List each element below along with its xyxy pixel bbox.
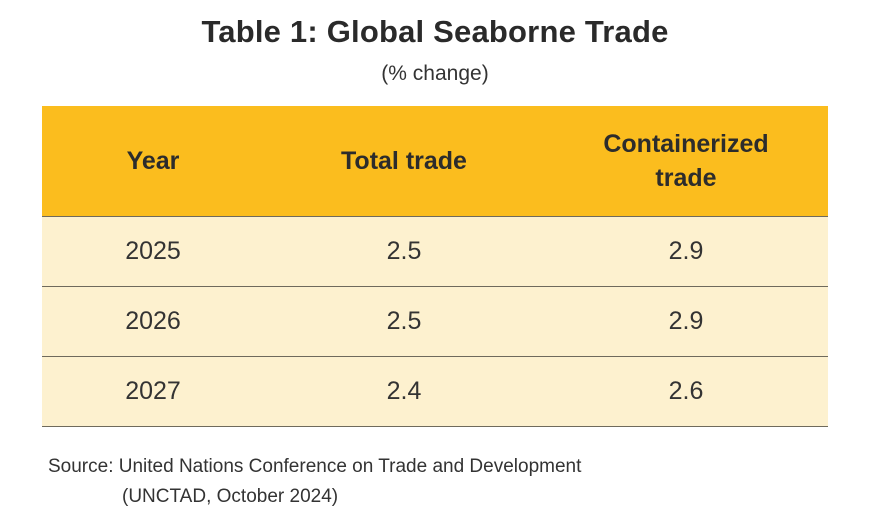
cell-total-trade: 2.5: [264, 285, 544, 356]
header-row: Year Total trade Containerized trade: [42, 106, 828, 216]
column-header-containerized-trade-label: Containerized trade: [603, 129, 769, 192]
cell-containerized-trade: 2.9: [544, 215, 828, 286]
cell-containerized-trade: 2.6: [544, 355, 828, 427]
source-line-2: (UNCTAD, October 2024): [122, 486, 339, 507]
cell-containerized-trade: 2.9: [544, 285, 828, 356]
table-row: 2025 2.5 2.9: [42, 215, 828, 286]
cell-total-trade: 2.5: [264, 215, 544, 286]
source-note: Source: United Nations Conference on Tra…: [48, 452, 581, 512]
cell-year: 2027: [42, 355, 264, 427]
source-line-1: Source: United Nations Conference on Tra…: [48, 456, 582, 477]
table-row: 2027 2.4 2.6: [42, 355, 828, 427]
cell-total-trade: 2.4: [264, 355, 544, 427]
cell-year: 2025: [42, 215, 264, 286]
column-header-containerized-trade: Containerized trade: [544, 106, 828, 216]
cell-year: 2026: [42, 285, 264, 356]
table-row: 2026 2.5 2.9: [42, 285, 828, 356]
column-header-total-trade: Total trade: [341, 146, 467, 175]
table-title: Table 1: Global Seaborne Trade: [201, 14, 669, 49]
column-header-year: Year: [126, 146, 180, 175]
table-subtitle: (% change): [381, 62, 489, 85]
seaborne-trade-table: Year Total trade Containerized trade 202…: [42, 106, 828, 427]
table-header: Year Total trade Containerized trade: [42, 106, 828, 216]
table-body: 2025 2.5 2.9 2026 2.5 2.9 2027 2.4 2.6: [42, 215, 828, 427]
